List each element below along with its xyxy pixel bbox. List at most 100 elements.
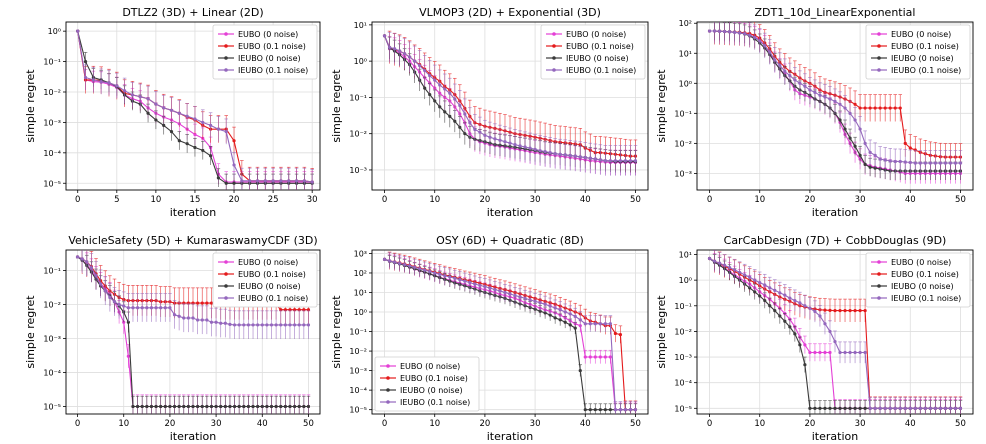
data-point	[242, 404, 246, 409]
data-point	[453, 276, 457, 280]
plot-frame	[696, 249, 974, 415]
x-tick-label: 10	[150, 195, 161, 205]
data-point	[458, 125, 462, 129]
data-point	[205, 318, 209, 322]
data-point	[433, 271, 437, 275]
x-tick-label: 20	[804, 419, 815, 429]
data-point	[237, 404, 241, 409]
data-point	[828, 406, 832, 410]
x-tick-label: 0	[707, 195, 712, 205]
data-point	[112, 300, 117, 304]
data-point	[813, 309, 817, 314]
data-point	[823, 308, 827, 312]
data-point	[573, 326, 577, 330]
data-point	[863, 308, 867, 313]
data-point	[172, 404, 177, 409]
data-point	[473, 127, 477, 132]
x-tick-label: 50	[630, 195, 641, 205]
y-tick-label: 10⁻¹	[43, 58, 61, 67]
data-point	[803, 363, 807, 367]
legend-entry: IEUBO (0 noise)	[238, 282, 301, 291]
data-point	[863, 141, 867, 145]
data-point	[558, 152, 562, 156]
data-point	[135, 404, 140, 409]
data-point	[593, 157, 597, 161]
data-point	[803, 343, 807, 347]
data-point	[205, 404, 209, 409]
data-point	[548, 151, 552, 155]
data-point	[483, 133, 487, 137]
plot-frame	[65, 21, 321, 191]
data-point	[843, 127, 847, 131]
data-point	[833, 308, 837, 313]
legend-entry: IEUBO (0 noise)	[891, 54, 954, 63]
data-point	[398, 49, 402, 53]
data-point	[293, 323, 297, 327]
data-point	[753, 278, 757, 282]
data-point	[418, 64, 422, 68]
data-point	[83, 59, 88, 64]
data-point	[838, 406, 842, 410]
legend-box	[865, 24, 971, 80]
legend-entry: IEUBO (0.1 noise)	[891, 66, 961, 75]
data-point	[793, 78, 797, 82]
y-tick-label: 10⁻¹	[349, 328, 367, 337]
data-point	[228, 322, 232, 326]
x-tick-label: 0	[382, 195, 387, 205]
x-tick-label: 5	[114, 195, 119, 205]
x-tick-label: 50	[303, 419, 314, 429]
legend-swatch-marker	[224, 68, 228, 72]
data-point	[185, 142, 189, 146]
data-point	[538, 309, 542, 313]
data-point	[618, 332, 623, 337]
legend: EUBO (0 noise) EUBO (0.1 noise) IEUBO (0 n…	[540, 24, 646, 80]
data-point	[828, 97, 832, 101]
legend-entry: EUBO (0.1 noise)	[891, 270, 959, 279]
legend-entry: IEUBO (0.1 noise)	[400, 398, 470, 407]
data-point	[269, 404, 274, 409]
data-point	[553, 316, 557, 320]
data-point	[433, 78, 437, 82]
y-tick-label: 10⁻⁴	[349, 386, 367, 395]
subplot-6: 0 10 20 30 40 50 10⁻⁵ 10⁻⁴ 10⁻³ 10⁻² 10⁻¹ 10⁰ 10¹ Car…	[655, 234, 974, 443]
data-point	[958, 161, 963, 165]
data-point	[843, 350, 847, 355]
data-point	[853, 102, 857, 106]
data-point	[573, 314, 577, 318]
data-point	[738, 31, 742, 35]
legend: EUBO (0 noise) EUBO (0.1 noise) IEUBO (0 n…	[212, 252, 318, 308]
data-point	[403, 52, 407, 56]
data-point	[159, 404, 163, 409]
data-point	[458, 103, 462, 108]
data-point	[863, 162, 867, 166]
data-point	[908, 406, 912, 410]
series-ieubo-0-1-noise-	[382, 31, 638, 176]
data-point	[274, 323, 278, 327]
data-point	[224, 181, 228, 185]
data-point	[593, 355, 597, 359]
legend-entry: EUBO (0.1 noise)	[238, 42, 306, 51]
data-point	[598, 355, 602, 359]
legend-swatch-marker	[224, 296, 228, 300]
y-tick-label: 10⁻¹	[674, 302, 692, 311]
data-point	[209, 320, 214, 324]
data-point	[893, 159, 897, 164]
data-point	[232, 181, 236, 185]
data-point	[863, 106, 867, 110]
data-point	[712, 259, 717, 263]
y-tick-label: 10⁰	[354, 308, 367, 317]
data-point	[798, 343, 802, 347]
y-tick-label: 10⁻²	[674, 139, 692, 148]
y-tick-label: 10⁻²	[43, 88, 61, 97]
data-point	[293, 404, 297, 409]
data-point	[279, 323, 283, 327]
x-tick-label: 10	[118, 419, 129, 429]
data-point	[246, 404, 251, 409]
data-point	[838, 118, 842, 122]
data-point	[508, 292, 512, 296]
data-point	[808, 350, 812, 355]
data-point	[823, 95, 827, 99]
data-point	[878, 406, 882, 410]
data-point	[603, 322, 607, 326]
